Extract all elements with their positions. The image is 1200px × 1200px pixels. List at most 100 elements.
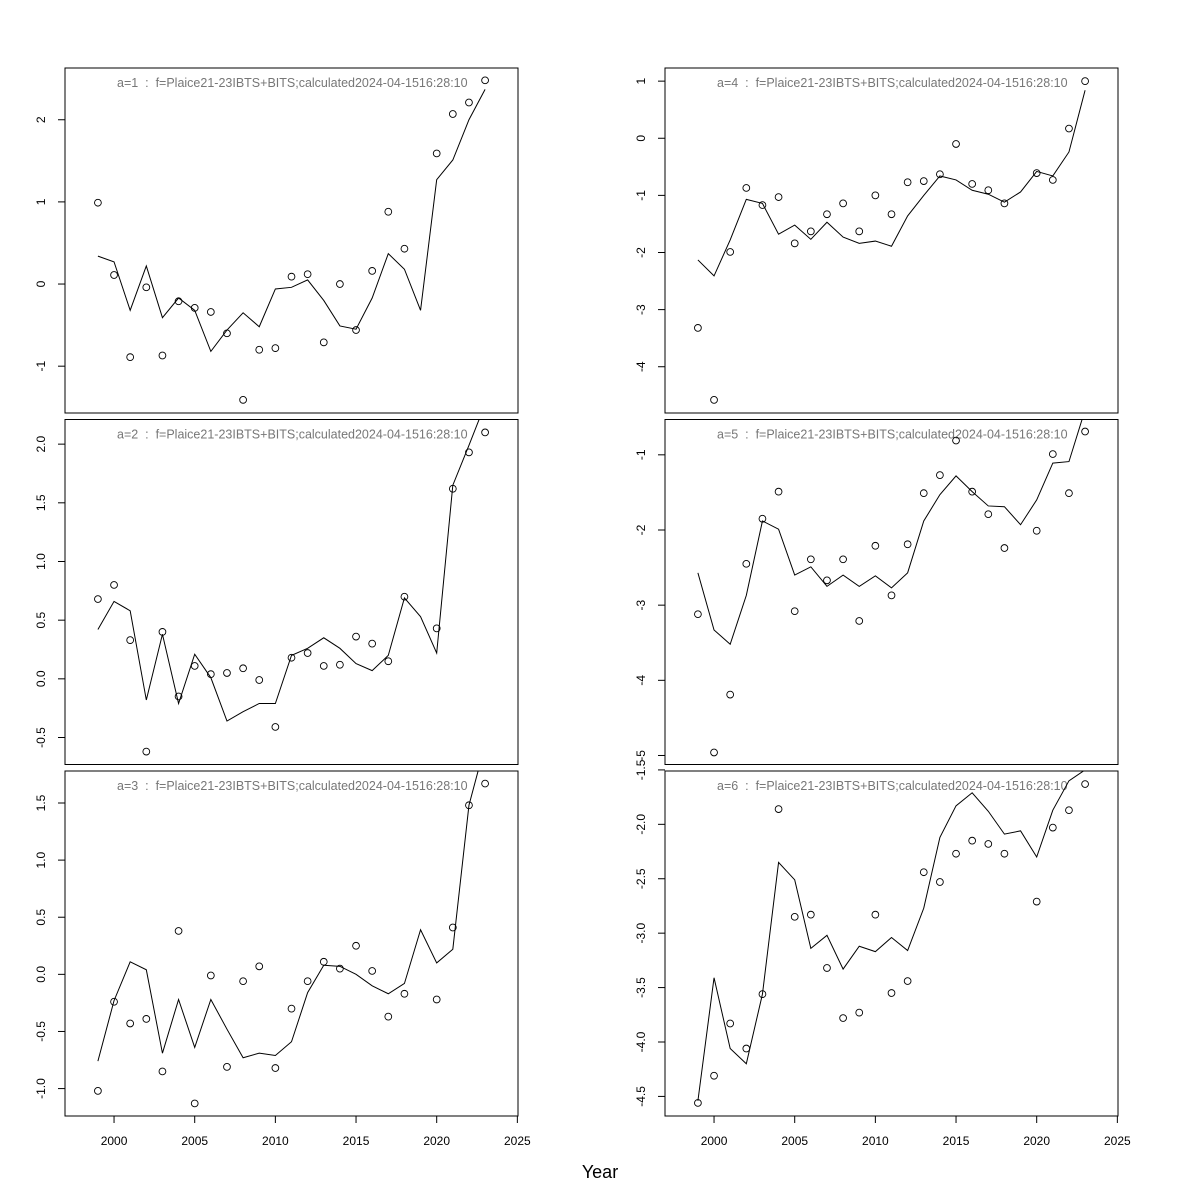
observed-point (465, 98, 473, 107)
observed-point (758, 201, 767, 209)
y-tick-label: 0.5 (34, 909, 48, 926)
plot-frame (64, 67, 519, 414)
observed-point (352, 632, 360, 641)
panel-title: a=6 : f=Plaice21-23IBTS+BITS;calculated2… (717, 779, 1068, 793)
observed-point (1065, 489, 1073, 498)
observed-point (952, 436, 960, 445)
y-tick-label: -4 (634, 361, 648, 372)
observed-point (1081, 427, 1089, 436)
observed-point (1048, 176, 1057, 184)
observed-point (710, 748, 718, 757)
observed-point (871, 191, 880, 200)
y-tick-label: 0 (634, 135, 648, 142)
observed-point (968, 487, 977, 496)
data-area (694, 77, 1089, 404)
observed-point (481, 779, 489, 788)
observed-point (806, 910, 815, 919)
observed-point (887, 989, 896, 997)
x-tick-label: 2020 (1023, 1134, 1050, 1148)
observed-point (287, 1004, 296, 1013)
y-tick-label: -1 (634, 190, 648, 201)
y-tick-label: -3.0 (634, 923, 648, 944)
observed-point (481, 76, 489, 85)
observed-point (352, 326, 360, 334)
y-tick-label: -3 (634, 599, 648, 610)
observed-point (903, 977, 912, 985)
x-tick-label: 2000 (701, 1134, 728, 1148)
observed-point (839, 199, 847, 208)
observed-point (726, 248, 735, 256)
observed-point (465, 448, 473, 457)
x-tick-label: 2005 (781, 1134, 808, 1148)
observed-point (336, 280, 344, 288)
observed-point (432, 995, 441, 1004)
observed-point (336, 964, 344, 973)
panel: a=1 : f=Plaice21-23IBTS+BITS;calculated2… (34, 67, 519, 414)
x-tick-label: 2025 (1104, 1134, 1131, 1148)
observed-point (1048, 450, 1057, 458)
observed-point (919, 489, 928, 498)
observed-point (400, 592, 409, 601)
x-tick-label: 2015 (343, 1134, 370, 1148)
observed-point (774, 193, 783, 201)
observed-point (448, 923, 457, 932)
observed-point (984, 510, 993, 519)
observed-point (303, 649, 312, 657)
observed-point (287, 272, 296, 281)
observed-point (94, 595, 102, 603)
y-tick-label: 1.5 (34, 794, 48, 811)
panel-title: a=3 : f=Plaice21-23IBTS+BITS;calculated2… (117, 779, 468, 793)
y-tick-label: 1.0 (34, 851, 48, 868)
y-tick-label: 0 (34, 280, 48, 287)
observed-point (448, 110, 457, 118)
observed-point (384, 657, 393, 666)
observed-point (1081, 780, 1089, 788)
fitted-line (697, 419, 1083, 646)
observed-point (1048, 823, 1057, 832)
observed-point (871, 910, 880, 919)
observed-point (142, 283, 151, 292)
observed-point (206, 971, 215, 980)
observed-point (142, 747, 151, 756)
x-axis-label: Year (582, 1162, 618, 1182)
observed-point (126, 1019, 135, 1028)
observed-point (968, 836, 977, 845)
y-tick-label: 2 (34, 116, 48, 123)
y-tick-label: -2 (634, 524, 648, 535)
y-tick-label: -1 (34, 361, 48, 372)
x-tick-label: 2025 (504, 1134, 531, 1148)
data-area (94, 76, 489, 404)
panel: a=3 : f=Plaice21-23IBTS+BITS;calculated2… (34, 770, 531, 1148)
observed-point (400, 989, 409, 998)
y-tick-label: -4 (634, 675, 648, 686)
y-tick-label: -4.0 (634, 1031, 648, 1052)
observed-point (174, 692, 183, 701)
observed-point (1000, 849, 1009, 858)
data-area (94, 419, 489, 756)
observed-point (271, 344, 280, 352)
observed-point (174, 927, 183, 935)
observed-point (1032, 169, 1041, 177)
fitted-line (697, 90, 1086, 277)
observed-point (142, 1015, 151, 1023)
observed-point (110, 997, 118, 1006)
observed-point (855, 227, 864, 236)
observed-point (1000, 544, 1009, 552)
observed-point (384, 1012, 393, 1021)
observed-point (110, 271, 118, 279)
y-tick-label: 1 (34, 198, 48, 205)
y-tick-label: -5 (634, 750, 648, 761)
observed-point (726, 690, 735, 699)
observed-point (742, 559, 751, 568)
observed-point (126, 353, 135, 361)
data-area (694, 771, 1089, 1107)
observed-point (223, 669, 231, 677)
observed-point (319, 338, 328, 347)
observed-point (432, 624, 441, 633)
observed-point (239, 396, 247, 404)
y-tick-label: -2 (634, 247, 648, 258)
observed-point (158, 351, 167, 360)
panel: a=5 : f=Plaice21-23IBTS+BITS;calculated2… (634, 419, 1119, 765)
observed-point (336, 660, 344, 669)
